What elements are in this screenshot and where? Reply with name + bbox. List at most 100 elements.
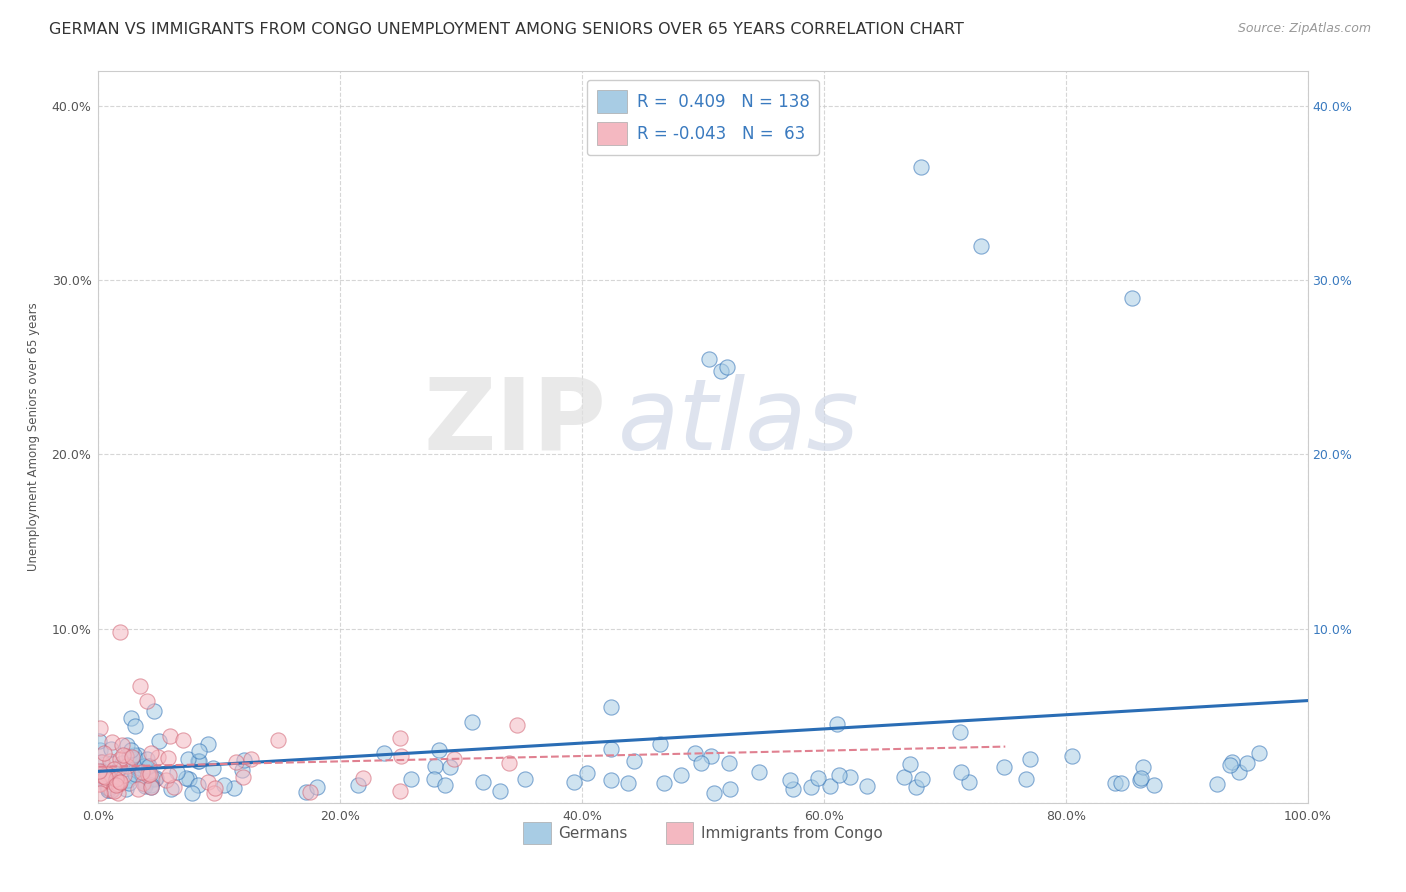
Point xyxy=(120,743,142,757)
Point xyxy=(121,749,143,764)
Point xyxy=(1019,751,1042,765)
Point xyxy=(1129,772,1152,787)
Point xyxy=(156,751,179,765)
Point xyxy=(107,761,129,775)
Point xyxy=(112,747,135,762)
Point xyxy=(177,752,200,766)
Point xyxy=(111,756,134,770)
Point xyxy=(197,775,219,789)
Point xyxy=(97,783,120,797)
Point xyxy=(839,770,862,784)
Point xyxy=(197,737,219,751)
Point xyxy=(104,778,127,792)
Point xyxy=(710,364,733,378)
Point xyxy=(600,700,623,714)
Point xyxy=(718,756,741,770)
Point xyxy=(295,785,318,799)
Point xyxy=(110,775,132,789)
Point xyxy=(141,772,163,787)
Point xyxy=(388,731,411,745)
Point xyxy=(115,759,138,773)
Point xyxy=(460,714,482,729)
Point xyxy=(513,772,536,786)
Point xyxy=(134,777,156,791)
Point xyxy=(347,778,370,792)
Point xyxy=(100,772,122,786)
Point xyxy=(128,679,150,693)
Point xyxy=(423,772,446,787)
Point xyxy=(1220,756,1243,770)
Point xyxy=(232,771,254,785)
Point xyxy=(103,762,125,776)
Point xyxy=(107,777,129,791)
Point xyxy=(145,772,167,786)
Point xyxy=(134,779,156,793)
Point xyxy=(117,772,139,787)
Point xyxy=(124,767,146,781)
Point xyxy=(100,772,122,787)
Point xyxy=(89,743,111,757)
Point xyxy=(174,771,197,785)
Point xyxy=(136,694,159,708)
Point xyxy=(135,761,157,775)
Point xyxy=(118,775,141,789)
Point xyxy=(224,780,246,795)
Point xyxy=(104,772,127,786)
Point xyxy=(1219,758,1241,772)
Point xyxy=(107,777,129,791)
Point xyxy=(305,780,328,794)
Point xyxy=(103,784,125,798)
Point xyxy=(389,749,412,764)
Point xyxy=(87,764,110,779)
Point xyxy=(267,732,290,747)
Point xyxy=(506,717,529,731)
Point xyxy=(1236,756,1258,770)
Point xyxy=(800,780,823,795)
Point xyxy=(299,785,322,799)
Point xyxy=(136,768,159,782)
Point xyxy=(825,717,848,731)
Point xyxy=(124,752,146,766)
Point xyxy=(122,757,145,772)
Point xyxy=(131,764,153,779)
Point xyxy=(1015,772,1038,786)
Point xyxy=(128,761,150,775)
Point xyxy=(115,782,138,797)
Point xyxy=(132,773,155,788)
Point xyxy=(949,764,972,779)
Point xyxy=(108,752,131,766)
Point xyxy=(910,160,932,174)
Point xyxy=(115,748,138,763)
Point xyxy=(118,749,141,764)
Legend: Germans, Immigrants from Congo: Germans, Immigrants from Congo xyxy=(517,816,889,850)
Point xyxy=(204,781,226,796)
Point xyxy=(716,360,738,375)
Point xyxy=(225,756,247,770)
Point xyxy=(136,765,159,780)
Point xyxy=(108,625,131,640)
Point xyxy=(429,743,451,757)
Point xyxy=(93,772,115,787)
Point xyxy=(779,772,801,787)
Point xyxy=(575,766,598,780)
Point xyxy=(498,756,520,771)
Point xyxy=(1060,749,1083,764)
Text: ZIP: ZIP xyxy=(423,374,606,471)
Point xyxy=(489,783,512,797)
Point xyxy=(129,766,152,780)
Point xyxy=(108,774,131,789)
Point xyxy=(111,738,134,752)
Text: GERMAN VS IMMIGRANTS FROM CONGO UNEMPLOYMENT AMONG SENIORS OVER 65 YEARS CORRELA: GERMAN VS IMMIGRANTS FROM CONGO UNEMPLOY… xyxy=(49,22,965,37)
Point xyxy=(472,775,495,789)
Point xyxy=(1247,746,1270,760)
Point xyxy=(388,783,411,797)
Point xyxy=(120,752,142,766)
Point xyxy=(107,776,129,790)
Point xyxy=(101,734,124,748)
Point xyxy=(697,351,720,366)
Point xyxy=(1121,291,1143,305)
Point xyxy=(93,772,115,786)
Point xyxy=(90,755,112,769)
Point xyxy=(97,773,120,788)
Point xyxy=(240,752,263,766)
